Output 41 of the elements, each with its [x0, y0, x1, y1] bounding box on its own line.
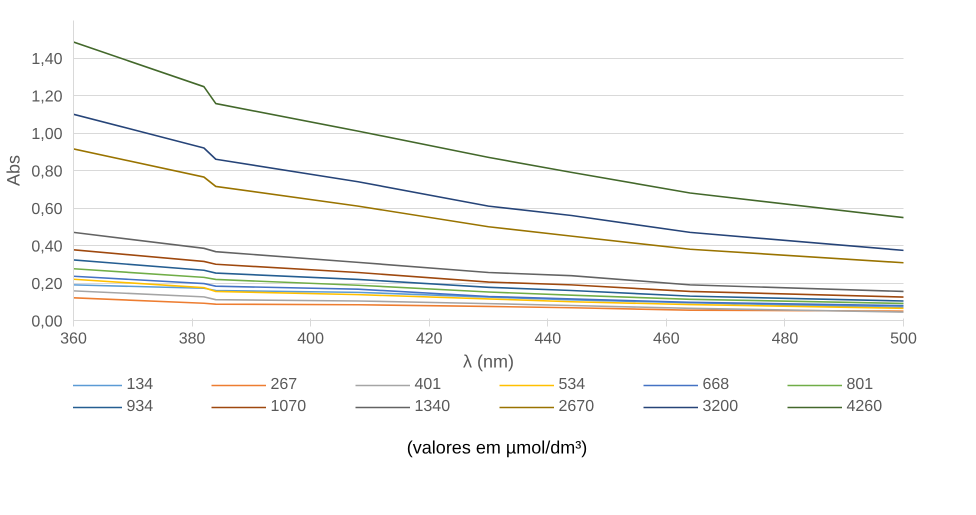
legend-label: 3200	[702, 398, 740, 416]
legend-label: 401	[414, 376, 442, 394]
line-series	[74, 268, 904, 304]
x-axis-title: λ (nm)	[463, 352, 514, 372]
x-tick-label: 380	[178, 330, 206, 348]
line-series	[74, 148, 904, 264]
line-series	[74, 259, 904, 302]
legend-label: 134	[126, 376, 154, 394]
legend-label: 1340	[414, 398, 452, 416]
x-tick-label: 400	[297, 330, 324, 348]
legend-label: 934	[126, 398, 154, 416]
line-series	[74, 232, 904, 292]
line-series	[74, 113, 904, 252]
y-tick-label: 1,40	[31, 51, 63, 68]
x-tick-label: 420	[416, 330, 443, 348]
x-tick-label: 460	[653, 330, 680, 348]
x-tick-label: 480	[772, 330, 798, 348]
legend-label: 4260	[846, 398, 884, 416]
line-series	[74, 284, 904, 308]
y-tick-label: 0,40	[31, 238, 63, 256]
legend-label: 534	[558, 376, 586, 394]
y-tick-label: 1,20	[31, 88, 63, 106]
y-tick-label: 1,00	[31, 126, 63, 143]
x-tick-label: 440	[534, 330, 562, 348]
text: (valores em µmol/dm³)	[406, 438, 588, 458]
legend-label: 668	[702, 376, 730, 394]
x-tick-label: 500	[890, 330, 917, 348]
line-series	[74, 290, 904, 313]
legend-label: 1070	[270, 398, 308, 416]
y-tick-label: 0,00	[31, 314, 63, 330]
line-series	[74, 297, 904, 312]
x-tick-label: 360	[60, 330, 87, 348]
line-series	[74, 41, 904, 218]
y-tick-label: 0,60	[31, 201, 63, 218]
legend-label: 2670	[558, 398, 596, 416]
legend-label: 801	[846, 376, 874, 394]
line-series	[74, 249, 904, 298]
y-axis-title: Abs	[3, 154, 24, 186]
legend-label: 267	[270, 376, 298, 394]
y-tick-label: 0,80	[31, 164, 63, 180]
y-tick-label: 0,20	[31, 276, 63, 293]
